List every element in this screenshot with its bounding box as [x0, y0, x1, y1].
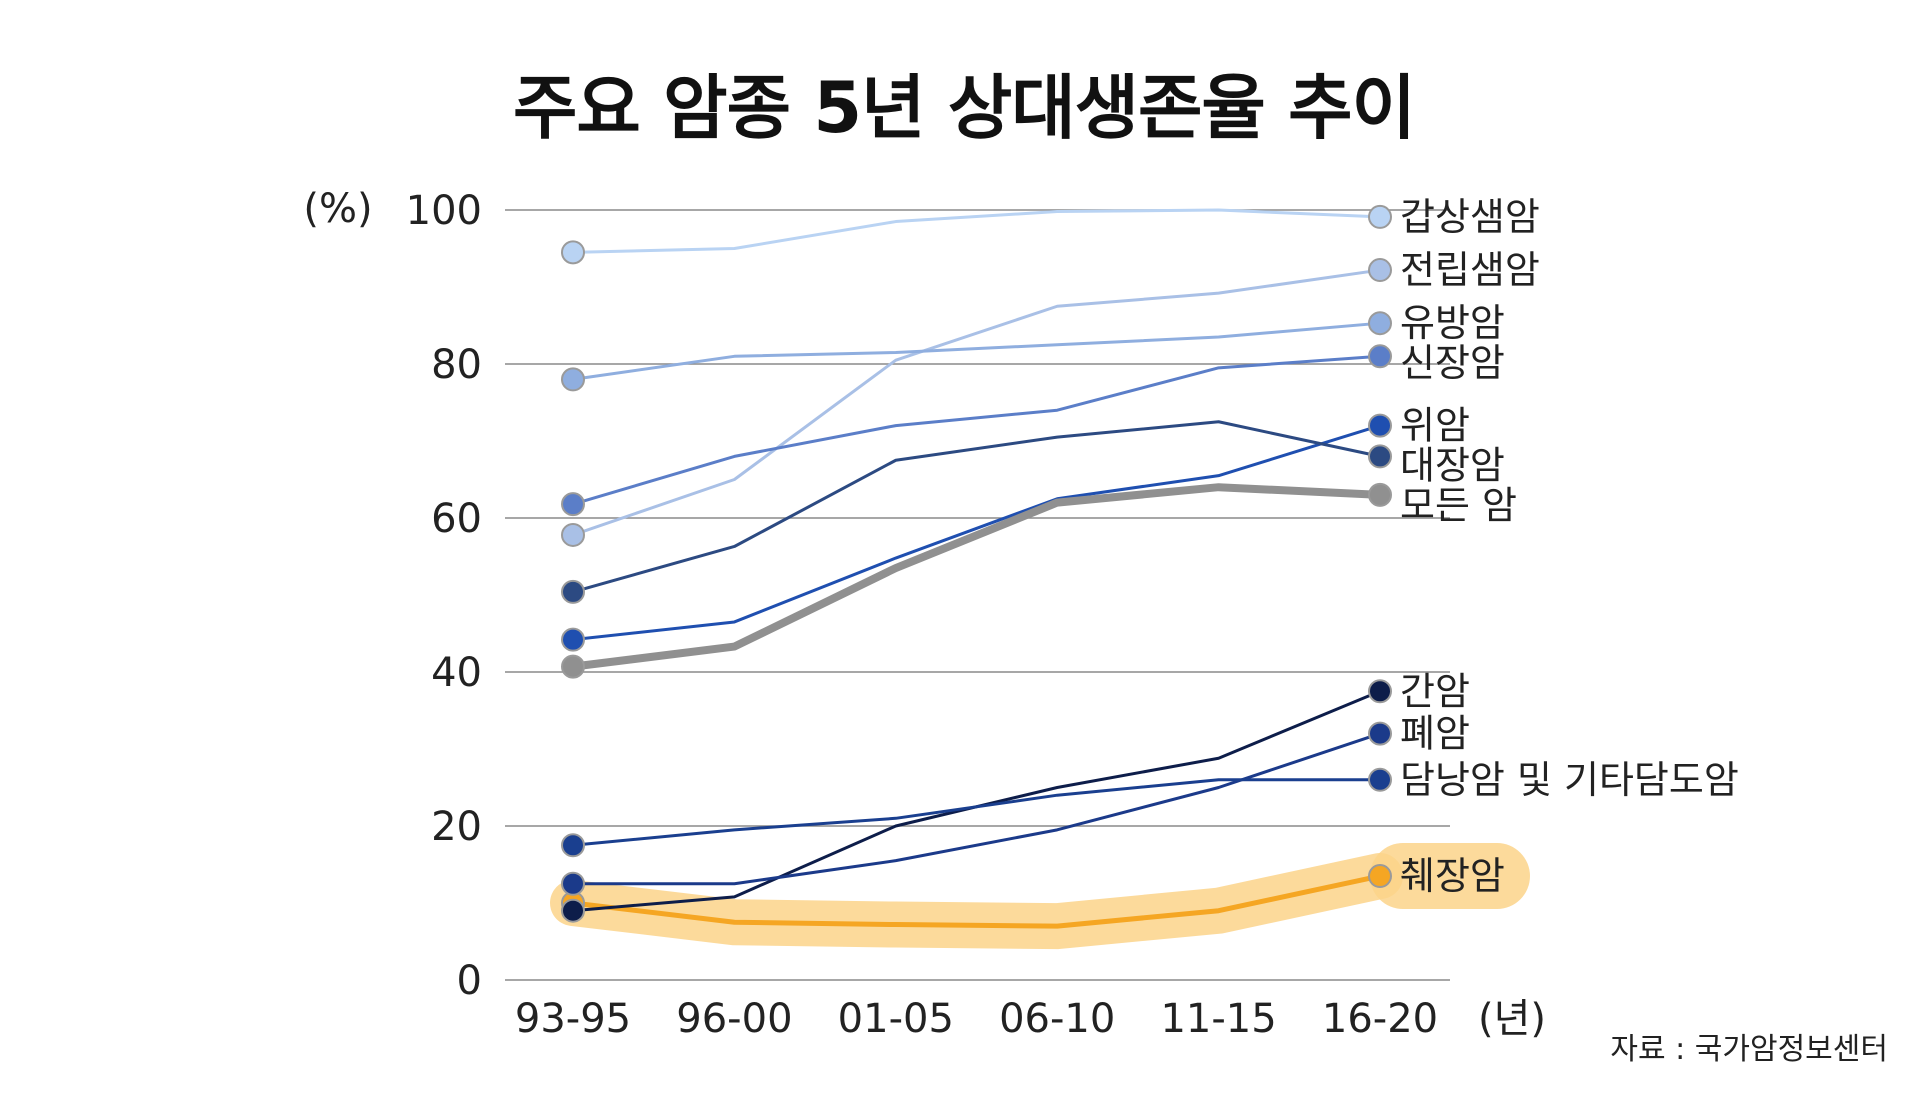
series-line — [571, 689, 1382, 913]
series-point — [561, 240, 585, 265]
series-point — [561, 522, 585, 547]
series-line — [571, 268, 1382, 537]
series-label: 모든 암 — [1400, 484, 1517, 528]
series-point — [1368, 311, 1392, 336]
series-line — [571, 424, 1382, 642]
series-label: 담낭암 및 기타담도암 — [1400, 758, 1739, 802]
x-tick-label: 93-95 — [515, 996, 631, 1042]
series-point — [1368, 258, 1392, 283]
series-label: 췌장암 — [1400, 854, 1505, 898]
series-label: 신장암 — [1400, 341, 1505, 385]
series-line — [571, 321, 1382, 381]
series-label: 대장암 — [1400, 444, 1505, 488]
series-label: 폐암 — [1400, 712, 1470, 756]
series-point — [1368, 413, 1392, 438]
series-line — [571, 354, 1382, 506]
series-line — [571, 420, 1382, 594]
series-label: 갑상샘암 — [1400, 195, 1540, 239]
series-point — [1368, 482, 1392, 507]
y-tick-label: 80 — [431, 342, 482, 388]
y-axis-unit: (%) — [303, 186, 372, 232]
x-axis-ticks: 93-95 96-00 01-05 06-10 11-15 16-20 — [515, 996, 1438, 1042]
x-axis-unit: (년) — [1478, 996, 1546, 1042]
y-tick-label: 40 — [431, 650, 482, 696]
y-tick-label: 0 — [457, 958, 482, 1004]
series-point — [1368, 679, 1392, 704]
x-tick-label: 06-10 — [999, 996, 1115, 1042]
series-point — [561, 627, 585, 652]
x-tick-label: 96-00 — [676, 996, 792, 1042]
x-tick-label: 01-05 — [838, 996, 954, 1042]
series-point — [561, 367, 585, 392]
x-tick-label: 16-20 — [1322, 996, 1438, 1042]
series-line — [571, 732, 1382, 886]
series-label: 전립샘암 — [1400, 248, 1540, 292]
series-point — [1368, 344, 1392, 369]
series-label: 간암 — [1400, 669, 1470, 713]
source-note: 자료 : 국가암정보센터 — [1610, 1032, 1888, 1067]
series-point — [561, 871, 585, 896]
y-tick-label: 100 — [406, 188, 482, 234]
series-point — [561, 492, 585, 517]
series-label: 위암 — [1400, 404, 1470, 448]
gridlines — [505, 209, 1450, 981]
chart-title: 주요 암종 5년 상대생존율 추이 — [513, 67, 1416, 149]
series-lines — [550, 204, 1530, 950]
x-tick-label: 11-15 — [1160, 996, 1276, 1042]
series-point — [561, 898, 585, 923]
series-line — [570, 873, 1383, 929]
y-tick-label: 20 — [431, 804, 482, 850]
label-highlight — [1370, 843, 1530, 910]
y-tick-label: 60 — [431, 496, 482, 542]
series-point — [1368, 767, 1392, 792]
series-point — [1368, 864, 1392, 889]
series-line — [571, 778, 1382, 847]
series-point — [1368, 204, 1392, 229]
series-label: 유방암 — [1400, 301, 1505, 345]
series-point — [561, 654, 585, 679]
series-point — [561, 833, 585, 858]
series-point — [561, 579, 585, 604]
series-point — [1368, 721, 1392, 746]
y-axis-ticks: 0 20 40 60 80 100 — [406, 188, 482, 1004]
series-point — [1368, 444, 1392, 469]
series-line — [571, 208, 1382, 254]
series-line — [569, 483, 1384, 671]
